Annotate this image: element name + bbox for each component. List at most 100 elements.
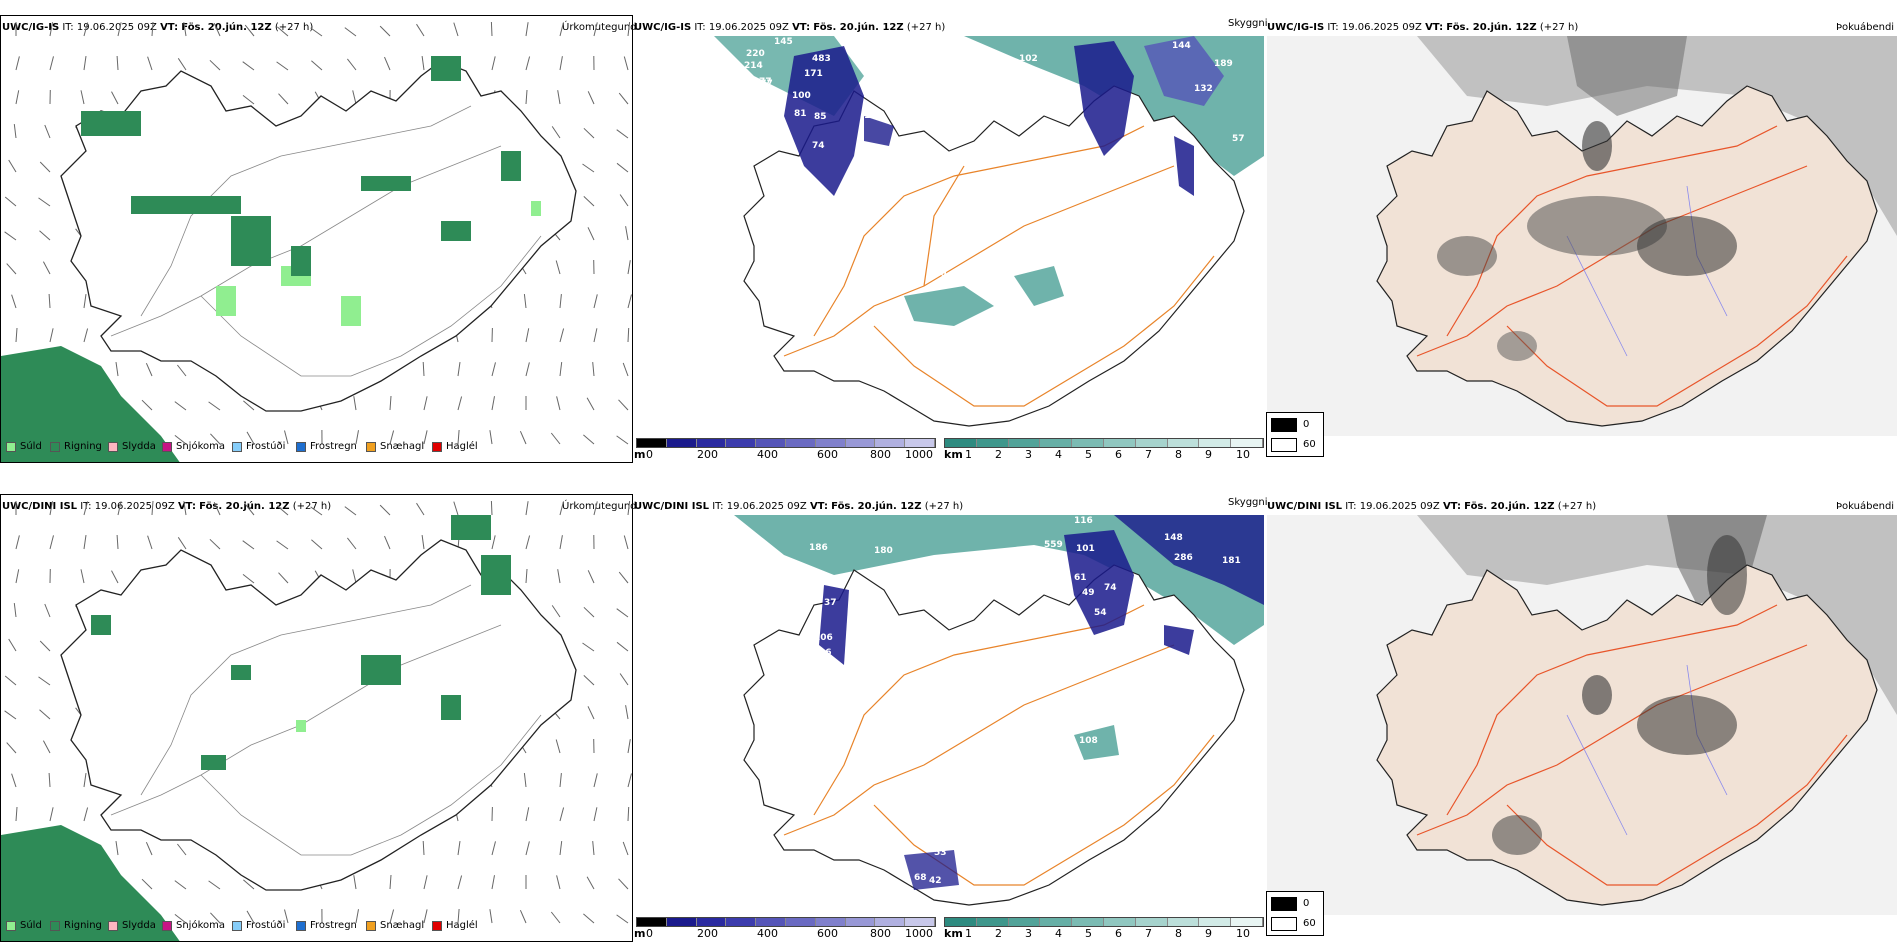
cloud-base-colorbar	[636, 438, 936, 448]
fog-indicator-map[interactable]	[1267, 36, 1897, 436]
wind-barb	[555, 739, 561, 754]
cbar-seg	[845, 918, 876, 926]
legend-swatch	[432, 442, 442, 452]
wind-barb	[244, 503, 255, 516]
fog-indicator-map[interactable]	[1267, 515, 1897, 915]
wind-barb	[38, 197, 51, 207]
cbar-seg	[845, 439, 876, 447]
cloud-base-label: 101	[1076, 544, 1095, 554]
wind-barb	[559, 22, 564, 37]
wind-barb	[559, 807, 565, 822]
wind-barb	[42, 740, 51, 754]
wind-barb	[491, 841, 496, 856]
lead-time: (+27 h)	[292, 501, 332, 512]
wind-barb	[618, 878, 629, 890]
cloud-base-label: 220	[746, 49, 765, 59]
wind-barb	[582, 642, 595, 652]
cbar-tick: 4	[1055, 448, 1062, 461]
wind-barb	[389, 909, 395, 924]
wind-barb	[83, 22, 89, 37]
wind-barb	[347, 58, 357, 71]
wind-barb	[344, 27, 357, 37]
wind-barb	[457, 841, 461, 856]
vt-label: VT:	[1425, 22, 1444, 33]
legend-item: Súld	[6, 919, 42, 933]
wind-barb	[559, 841, 563, 856]
wind-barb	[242, 61, 255, 71]
visibility-map[interactable]: 453 145 220 214 483 171 177 77 100 81 85 74 104 51 102…	[634, 36, 1264, 436]
wind-barb	[8, 159, 17, 173]
wind-barb	[416, 502, 425, 516]
wind-barb	[174, 914, 187, 924]
wind-barb	[384, 535, 391, 550]
cbar-tick: 4	[1055, 927, 1062, 940]
cloud-base-label: 116	[1074, 516, 1093, 526]
cbar-seg	[666, 918, 697, 926]
cbar-tick: 8	[1175, 448, 1182, 461]
cloud-base-label: 74	[812, 141, 825, 151]
model-name: UWC/DINI ISL	[634, 501, 710, 512]
wind-barb	[15, 569, 20, 584]
vt-value: Fös. 20.jún. 12Z	[831, 501, 922, 512]
wind-barb	[15, 327, 18, 343]
wind-barb	[38, 676, 51, 686]
legend-item: Slydda	[108, 919, 156, 933]
wind-barb	[525, 568, 528, 584]
roads	[783, 604, 1215, 886]
wind-barb	[423, 430, 428, 445]
cbar-seg	[1167, 439, 1200, 447]
low-cloud-sea	[1114, 515, 1264, 605]
visibility-map[interactable]: 562 116 148 559 101 61 186 180 286 181 67 61 49 74 54 3…	[634, 515, 1264, 915]
legend-item: Rigning	[50, 919, 102, 933]
wind-barb	[523, 773, 527, 788]
row2-fog-header: UWC/DINI ISL IT: 19.06.2025 09Z VT: Fös.…	[1267, 499, 1596, 515]
it-label: IT:	[712, 501, 724, 512]
model-name: UWC/DINI ISL	[2, 501, 78, 512]
wind-barb	[208, 401, 221, 411]
precip-type-map[interactable]	[0, 494, 633, 942]
cloud-base-label: 86	[884, 231, 897, 241]
cloud-base-label: 130	[1046, 94, 1065, 104]
cbar-tick: 1000	[905, 927, 933, 940]
legend-item: Frostúði	[232, 919, 285, 933]
legend-swatch	[366, 442, 376, 452]
cbar-tick: 600	[817, 448, 838, 461]
fog-legend-label: 60	[1303, 918, 1316, 929]
cbar-tick: 200	[697, 927, 718, 940]
wind-barb	[116, 534, 119, 550]
legend-swatch	[50, 921, 60, 931]
cbar-tick: 2	[995, 927, 1002, 940]
cloud-base-label: 57	[1232, 134, 1245, 144]
cloud-base-label: 61	[1054, 573, 1067, 583]
wind-barb	[276, 540, 289, 550]
wind-barb	[284, 909, 289, 924]
wind-barb	[559, 773, 562, 788]
cloud-base-labels: 562 116 148 559 101 61 186 180 286 181 67 61 49 74 54 3…	[694, 516, 1241, 908]
legend-item: Snjókoma	[162, 440, 225, 454]
wind-barb	[586, 397, 595, 411]
wind-barb	[625, 705, 629, 720]
rain-areas	[81, 56, 521, 276]
cloud-base-label: 132	[1194, 84, 1213, 94]
wind-barb	[49, 56, 54, 71]
wind-barb	[353, 396, 357, 411]
lead-time: (+27 h)	[924, 501, 964, 512]
legend-swatch	[162, 442, 172, 452]
precip-type-map[interactable]	[0, 15, 633, 463]
wind-barb	[276, 61, 289, 71]
it-value: 19.06.2025 09Z	[94, 501, 175, 512]
cbar-seg	[1040, 439, 1073, 447]
wind-barb	[525, 362, 530, 377]
vt-label: VT:	[177, 501, 196, 512]
wind-barb	[49, 807, 54, 822]
it-label: IT:	[62, 22, 74, 33]
cbar-tick: 2	[995, 448, 1002, 461]
legend-swatch	[232, 442, 242, 452]
cloud-base-label: 67	[1034, 556, 1047, 566]
cloud-base-label: 51	[872, 84, 885, 94]
cloud-base-label: 42	[929, 876, 942, 886]
it-label: IT:	[694, 22, 706, 33]
cbar-seg	[976, 439, 1009, 447]
wind-barb	[525, 535, 531, 550]
